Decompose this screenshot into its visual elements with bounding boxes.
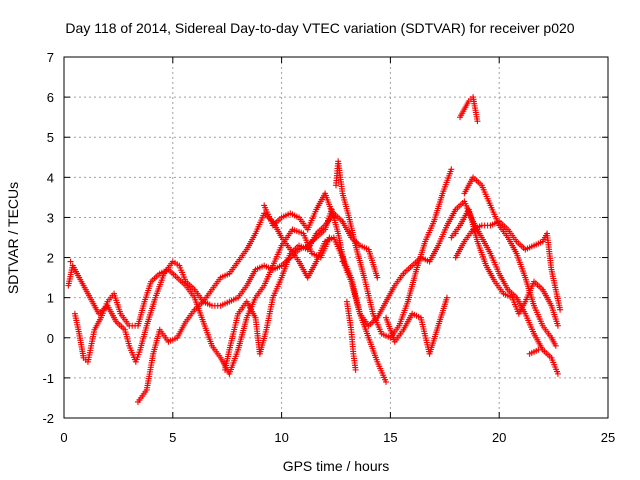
y-tick-label: 3 — [47, 210, 54, 225]
y-tick-label: 5 — [47, 130, 54, 145]
x-tick-label: 0 — [60, 430, 67, 445]
data-point — [67, 258, 74, 265]
x-tick-label: 10 — [274, 430, 288, 445]
series-trace-4 — [222, 174, 559, 373]
plot-frame — [63, 56, 609, 419]
data-point — [557, 306, 564, 313]
data-point — [374, 274, 381, 281]
x-tick-label: 25 — [601, 430, 615, 445]
series-trace-6 — [452, 218, 564, 357]
data-point — [448, 166, 455, 173]
y-tick-label: -2 — [42, 411, 54, 426]
x-tick-label: 15 — [383, 430, 397, 445]
y-tick-label: 7 — [47, 50, 54, 65]
series-trace-1 — [65, 206, 390, 385]
y-tick-label: 6 — [47, 90, 54, 105]
y-axis-label: SDTVAR / TECUs — [5, 182, 21, 294]
chart-title: Day 118 of 2014, Sidereal Day-to-day VTE… — [65, 20, 574, 36]
y-tick-label: 0 — [47, 331, 54, 346]
data-point — [330, 214, 337, 221]
x-tick-label: 5 — [169, 430, 176, 445]
data-point — [552, 342, 559, 349]
x-tick-label: 20 — [492, 430, 506, 445]
tick-labels: 0 5 10 15 20 25 -2 -1 0 1 2 3 4 5 6 7 — [42, 50, 615, 445]
data-point — [554, 322, 561, 329]
data-point — [383, 378, 390, 385]
data-point — [443, 294, 450, 301]
series-trace-3 — [134, 198, 561, 405]
y-tick-label: 4 — [47, 170, 54, 185]
data-point — [535, 346, 542, 353]
axes — [63, 56, 609, 419]
data-point — [474, 118, 481, 125]
data-point — [339, 258, 346, 265]
data-point — [352, 366, 359, 373]
data-series — [65, 94, 564, 405]
y-tick-label: 1 — [47, 291, 54, 306]
x-axis-label: GPS time / hours — [283, 458, 390, 474]
data-point — [554, 370, 561, 377]
y-tick-label: 2 — [47, 251, 54, 266]
y-tick-label: -1 — [42, 371, 54, 386]
